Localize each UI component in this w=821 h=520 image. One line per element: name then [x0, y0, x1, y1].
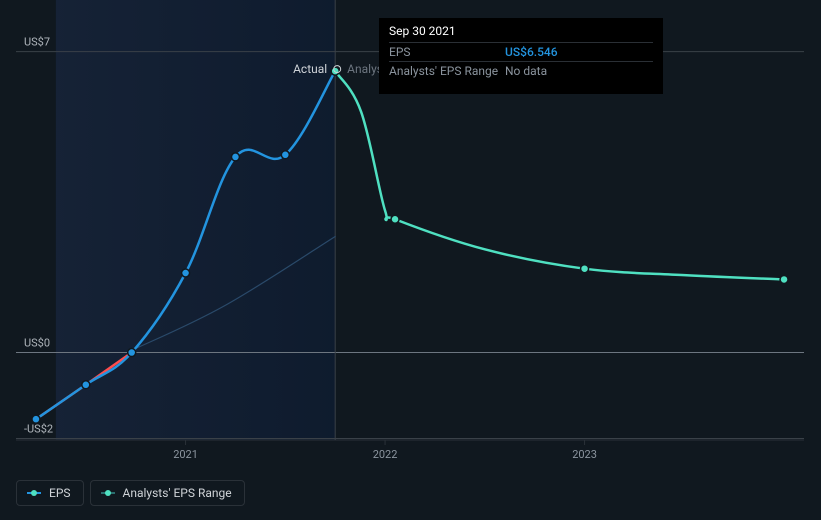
tooltip-row: EPSUS$6.546 [389, 42, 653, 61]
chart-legend: EPS Analysts' EPS Range [16, 480, 245, 506]
tooltip-row-label: EPS [389, 45, 505, 59]
legend-item-label: Analysts' EPS Range [123, 486, 232, 500]
legend-swatch-icon [101, 489, 115, 497]
svg-text:-US$2: -US$2 [24, 423, 53, 436]
svg-text:2021: 2021 [173, 448, 198, 461]
tooltip-row-value: US$6.546 [505, 45, 558, 59]
svg-text:2023: 2023 [572, 448, 597, 461]
eps-chart: US$7US$0-US$2202120222023ActualAnalysts … [0, 0, 821, 520]
tooltip-row-value: No data [505, 64, 547, 78]
legend-swatch-icon [27, 489, 41, 497]
svg-text:Actual: Actual [293, 62, 327, 76]
legend-item[interactable]: EPS [16, 480, 84, 506]
tooltip-row: Analysts' EPS RangeNo data [389, 61, 653, 80]
legend-item-label: EPS [49, 486, 71, 500]
legend-item[interactable]: Analysts' EPS Range [90, 480, 245, 506]
chart-tooltip: Sep 30 2021 EPSUS$6.546Analysts' EPS Ran… [379, 18, 663, 94]
svg-text:US$0: US$0 [24, 337, 50, 350]
svg-text:US$7: US$7 [24, 36, 50, 49]
tooltip-row-label: Analysts' EPS Range [389, 64, 505, 78]
tooltip-date: Sep 30 2021 [389, 24, 653, 38]
svg-text:2022: 2022 [373, 448, 398, 461]
